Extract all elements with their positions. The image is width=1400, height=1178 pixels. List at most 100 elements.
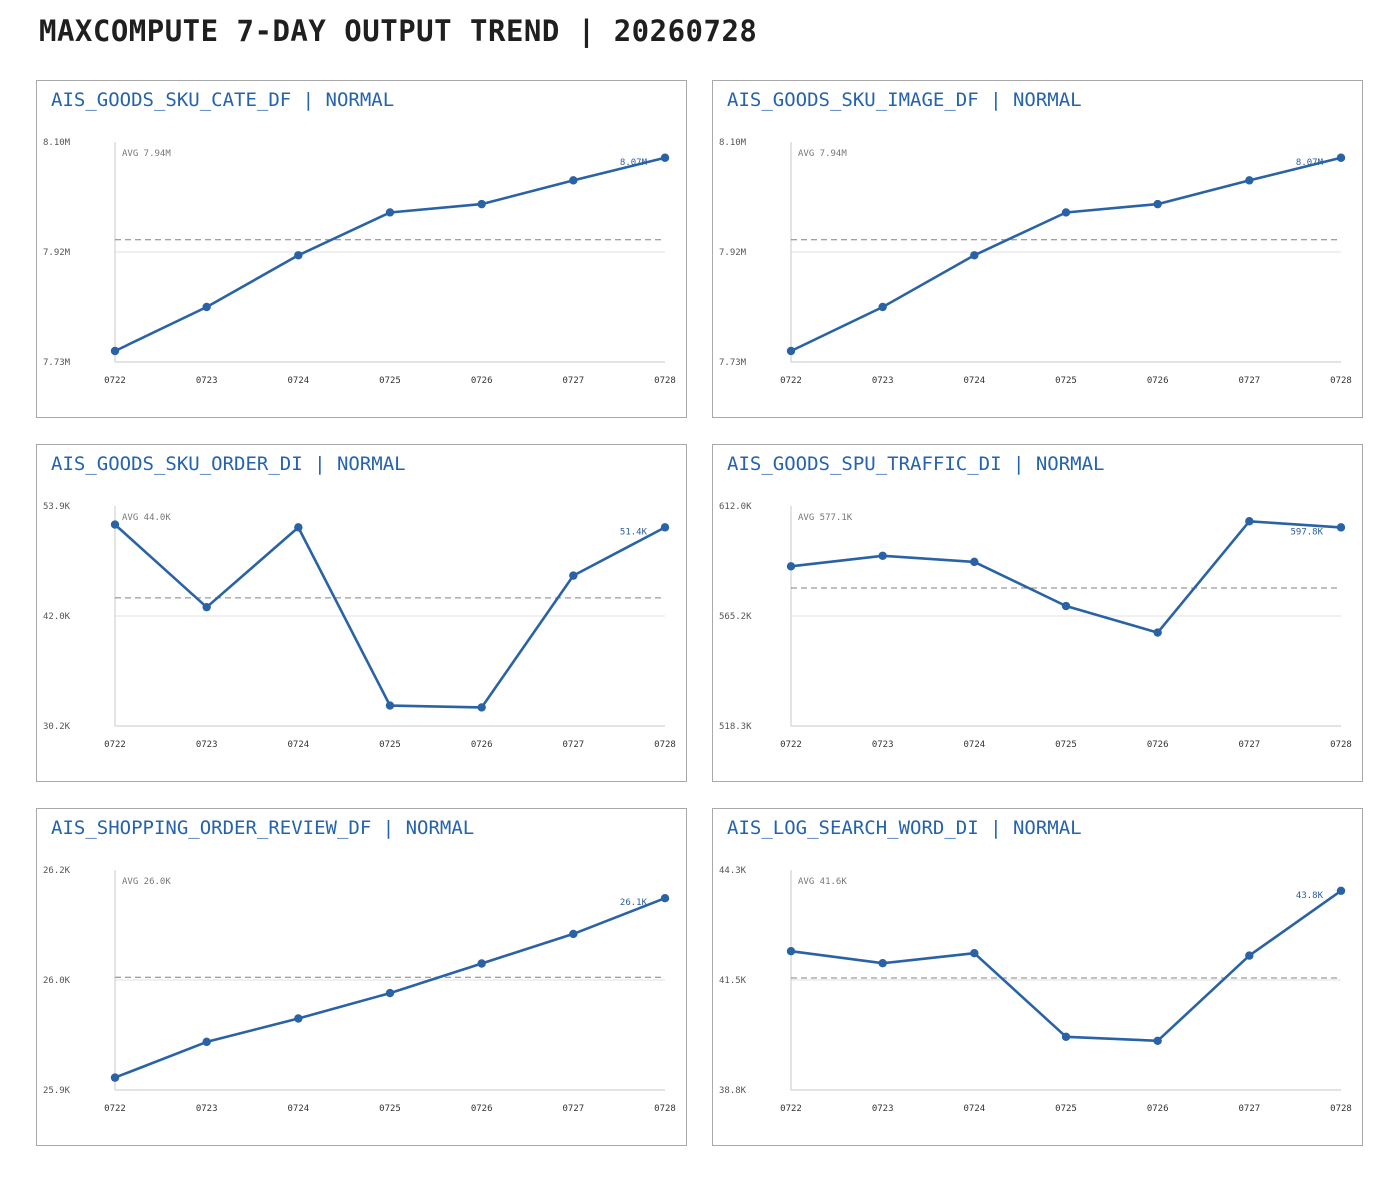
x-tick-label: 0722	[780, 740, 802, 750]
line-chart: 8.10M 7.92M 7.73M 0722 0723 0724 0725 0726 0727 0…	[719, 138, 1352, 386]
x-tick-label: 0728	[1330, 740, 1352, 750]
y-tick-label: 612.0K	[719, 502, 752, 512]
data-point	[660, 523, 670, 532]
chart-title: AIS_SHOPPING_ORDER_REVIEW_DF | NORMAL	[51, 817, 475, 839]
data-point	[294, 251, 303, 260]
x-tick-label: 0723	[872, 740, 894, 750]
x-tick-label: 0725	[1055, 376, 1077, 386]
line-chart: 612.0K 565.2K 518.3K 0722 0723 0724 0725 0726 07…	[719, 502, 1352, 750]
y-tick-label: 26.2K	[43, 866, 71, 876]
data-point	[1061, 601, 1071, 611]
x-tick-label: 0727	[1238, 1104, 1260, 1114]
average-label: AVG 26.0K	[122, 877, 171, 887]
data-point	[1153, 199, 1162, 209]
x-tick-label: 0725	[379, 1104, 401, 1114]
data-point	[1245, 176, 1254, 185]
last-value-label: 26.1K	[620, 898, 648, 908]
y-tick-label: 26.0K	[43, 976, 71, 986]
y-tick-label: 30.2K	[43, 722, 71, 732]
x-tick-label: 0722	[780, 1104, 802, 1114]
line-chart: 44.3K 41.5K 38.8K 0722 0723 0724 0725 0726 0727 0…	[719, 866, 1352, 1114]
data-point	[202, 302, 211, 312]
data-point	[294, 523, 303, 532]
x-tick-label: 0723	[872, 376, 894, 386]
x-tick-label: 0727	[1238, 376, 1260, 386]
y-tick-label: 42.0K	[43, 612, 71, 622]
data-point	[878, 551, 887, 560]
average-label: AVG 7.94M	[798, 149, 847, 159]
x-tick-label: 0728	[1330, 376, 1352, 386]
data-point	[569, 176, 578, 185]
average-label: AVG 7.94M	[122, 149, 171, 159]
chart-panel-1: AIS_GOODS_SKU_CATE_DF | NORMAL 8.10M 7.92…	[36, 80, 687, 418]
y-tick-label: 38.8K	[719, 1086, 747, 1096]
chart-panel-4: AIS_GOODS_SPU_TRAFFIC_DI | NORMAL 612.0K…	[712, 444, 1363, 782]
data-point	[477, 703, 486, 712]
line-chart: 26.2K 26.0K 25.9K 0722 0723 0724 0725 0726 0727 0…	[43, 866, 676, 1114]
data-point	[878, 302, 887, 312]
data-point	[202, 1037, 211, 1047]
data-point	[1336, 153, 1346, 162]
y-tick-label: 518.3K	[719, 722, 752, 732]
y-tick-label: 7.92M	[719, 248, 747, 258]
y-tick-label: 7.73M	[43, 358, 71, 368]
x-tick-label: 0724	[287, 1104, 309, 1114]
x-tick-label: 0725	[379, 740, 401, 750]
data-point	[1336, 523, 1346, 532]
y-tick-label: 7.73M	[719, 358, 747, 368]
x-tick-label: 0728	[654, 376, 676, 386]
data-point	[786, 346, 796, 356]
x-tick-label: 0723	[196, 376, 218, 386]
x-tick-label: 0726	[471, 740, 493, 750]
x-tick-label: 0728	[654, 740, 676, 750]
data-point	[660, 893, 670, 903]
average-label: AVG 44.0K	[122, 513, 171, 523]
data-point	[110, 346, 120, 356]
data-point	[1245, 517, 1254, 526]
data-point	[1061, 208, 1071, 217]
average-label: AVG 41.6K	[798, 877, 847, 887]
x-tick-label: 0724	[963, 376, 985, 386]
y-tick-label: 8.10M	[43, 138, 71, 148]
chart-title: AIS_LOG_SEARCH_WORD_DI | NORMAL	[727, 817, 1082, 839]
chart-title: AIS_GOODS_SKU_CATE_DF | NORMAL	[51, 89, 395, 111]
x-tick-label: 0724	[287, 376, 309, 386]
data-point	[385, 701, 395, 710]
data-point	[970, 949, 979, 958]
y-tick-label: 53.9K	[43, 502, 71, 512]
x-tick-label: 0724	[963, 1104, 985, 1114]
data-point	[970, 251, 979, 260]
x-tick-label: 0726	[471, 1104, 493, 1114]
x-tick-label: 0722	[104, 1104, 126, 1114]
x-tick-label: 0728	[654, 1104, 676, 1114]
x-tick-label: 0725	[1055, 740, 1077, 750]
page-title: MAXCOMPUTE 7-DAY OUTPUT TREND | 20260728	[39, 14, 758, 48]
x-tick-label: 0727	[562, 1104, 584, 1114]
x-tick-label: 0723	[872, 1104, 894, 1114]
x-tick-label: 0728	[1330, 1104, 1352, 1114]
data-point	[1245, 951, 1254, 960]
data-point	[569, 571, 578, 580]
x-tick-label: 0726	[1147, 740, 1169, 750]
y-tick-label: 41.5K	[719, 976, 747, 986]
x-tick-label: 0726	[1147, 376, 1169, 386]
chart-title: AIS_GOODS_SKU_ORDER_DI | NORMAL	[51, 453, 406, 475]
series-line	[114, 156, 666, 353]
last-value-label: 597.8K	[1290, 527, 1323, 537]
data-point	[477, 959, 486, 968]
x-tick-label: 0725	[1055, 1104, 1077, 1114]
chart-panel-2: AIS_GOODS_SKU_IMAGE_DF | NORMAL 8.10M 7.9…	[712, 80, 1363, 418]
data-point	[660, 153, 670, 162]
data-point	[786, 947, 796, 956]
x-tick-label: 0725	[379, 376, 401, 386]
data-point	[385, 988, 395, 998]
chart-panel-3: AIS_GOODS_SKU_ORDER_DI | NORMAL 53.9K 42.…	[36, 444, 687, 782]
data-point	[294, 1014, 303, 1023]
last-value-label: 51.4K	[620, 527, 648, 537]
last-value-label: 43.8K	[1296, 891, 1324, 901]
x-tick-label: 0724	[287, 740, 309, 750]
series-line	[790, 889, 1342, 1043]
line-chart: 8.10M 7.92M 7.73M 0722 0723 0724 0725 0726 0727 0…	[43, 138, 676, 386]
data-point	[878, 959, 887, 968]
x-tick-label: 0727	[1238, 740, 1260, 750]
